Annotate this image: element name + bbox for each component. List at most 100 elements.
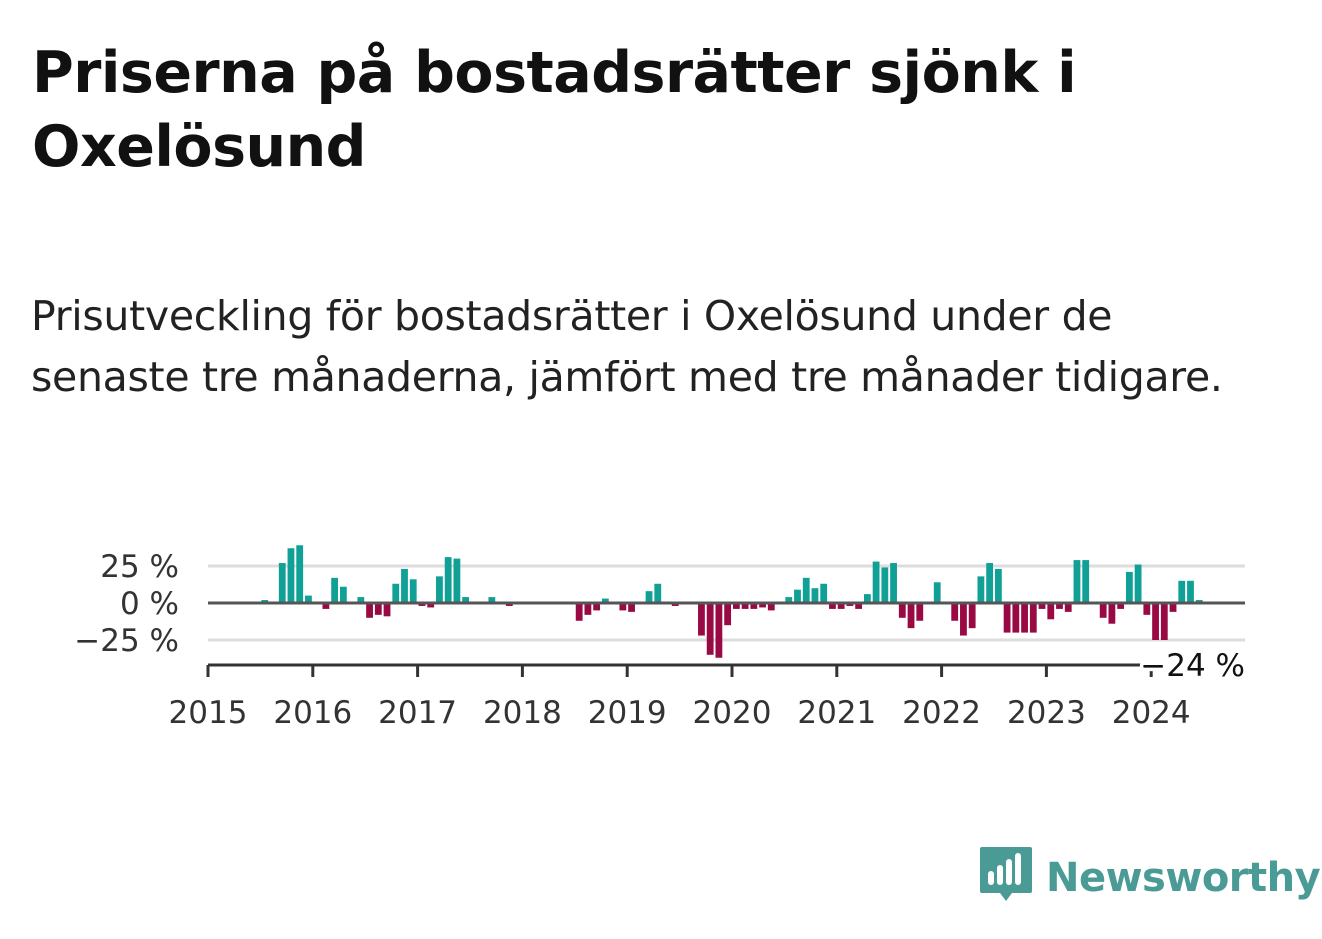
bar: [829, 603, 836, 609]
bar: [890, 563, 897, 603]
bar: [584, 603, 592, 615]
bar: [986, 563, 994, 603]
bar: [1125, 571, 1133, 603]
bar: [881, 567, 889, 603]
x-tick-label: 2024: [1112, 695, 1191, 731]
bar: [1047, 603, 1055, 620]
bar: [339, 586, 347, 603]
bar: [628, 603, 635, 612]
bar: [331, 577, 339, 603]
x-tick-label: 2020: [693, 695, 772, 731]
y-tick-label: 0 %: [120, 586, 179, 622]
x-axis-ticks: 2015 2016 2017 2018 2019 2020 2021 2022 2023 2024: [169, 665, 1191, 731]
bar: [994, 568, 1002, 603]
bar: [322, 603, 330, 609]
bar: [1187, 580, 1194, 603]
bar: [811, 588, 819, 603]
bar: [305, 595, 312, 603]
bar: [1143, 603, 1151, 615]
bar: [392, 583, 400, 603]
bar: [715, 603, 723, 658]
bar: [1012, 603, 1020, 633]
bar: [724, 603, 732, 626]
bar: [1099, 603, 1107, 618]
bar: [1021, 603, 1028, 633]
bar: [750, 603, 758, 609]
bar: [278, 563, 286, 603]
bar: [698, 603, 705, 636]
newsworthy-logo-text: Newsworthy: [1046, 855, 1321, 901]
bars: [208, 545, 1245, 658]
grid-lines: [208, 564, 1245, 642]
bar: [794, 589, 801, 603]
bar: [357, 597, 365, 603]
bar: [960, 603, 967, 636]
x-tick-label: 2017: [378, 695, 457, 731]
bar: [601, 598, 609, 603]
last-value-label: −24 %: [1140, 648, 1245, 684]
bar: [383, 603, 391, 617]
bar: [1056, 603, 1063, 609]
bar: [837, 603, 845, 609]
y-tick-label: −25 %: [74, 623, 179, 659]
bar: [759, 603, 766, 608]
bar: [436, 576, 443, 603]
bar: [1169, 603, 1177, 612]
y-axis-ticks: 25 %0 %−25 %: [74, 549, 179, 659]
bar: [1178, 580, 1186, 603]
x-tick-label: 2019: [588, 695, 667, 731]
bar: [1134, 564, 1142, 603]
bar: [863, 594, 871, 603]
bar: [1073, 560, 1081, 603]
bar: [401, 568, 408, 603]
newsworthy-logo: Newsworthy: [980, 846, 1321, 910]
chart-title: Priserna på bostadsrätter sjönk i Oxelös…: [32, 40, 1077, 180]
bar: [785, 597, 793, 603]
bar-chart: 25 %0 %−25 % 2015 2016 2017 2018 2019 2020 202…: [74, 545, 1249, 731]
x-tick-label: 2015: [169, 695, 248, 731]
x-tick-label: 2021: [797, 695, 876, 731]
bar: [767, 603, 775, 611]
bar: [374, 603, 382, 615]
annotations: −24 %: [1137, 645, 1249, 688]
bar: [732, 603, 740, 609]
bar: [575, 603, 583, 621]
bar: [820, 583, 828, 603]
bar: [453, 558, 461, 603]
x-tick-label: 2022: [902, 695, 981, 731]
bar: [1108, 603, 1116, 624]
bar: [619, 603, 627, 611]
bar: [366, 603, 373, 618]
newsworthy-logo-icon: [980, 847, 1032, 901]
bar: [1117, 603, 1125, 609]
bar: [409, 579, 417, 603]
bar: [1152, 603, 1159, 640]
bar: [1029, 603, 1037, 633]
bar: [1160, 603, 1168, 640]
chart-subtitle: Prisutveckling för bostadsrätter i Oxelö…: [31, 292, 1223, 401]
bar: [951, 603, 959, 621]
bar: [933, 582, 941, 603]
bar: [872, 561, 880, 603]
bar: [287, 548, 295, 603]
bar: [645, 591, 653, 603]
bar: [1003, 603, 1011, 633]
bar: [296, 545, 304, 603]
bar: [741, 603, 749, 609]
bar: [977, 576, 985, 603]
bar: [898, 603, 906, 618]
x-tick-label: 2016: [273, 695, 352, 731]
bar: [654, 583, 662, 603]
y-tick-label: 25 %: [100, 549, 179, 585]
bar: [907, 603, 915, 629]
bar: [593, 603, 601, 611]
bar: [916, 603, 924, 621]
bar: [855, 603, 863, 609]
x-tick-label: 2023: [1007, 695, 1086, 731]
bar: [427, 603, 435, 608]
bar: [1082, 560, 1090, 603]
bar: [706, 603, 714, 655]
bar: [1064, 603, 1072, 612]
bar: [802, 577, 810, 603]
x-tick-label: 2018: [483, 695, 562, 731]
